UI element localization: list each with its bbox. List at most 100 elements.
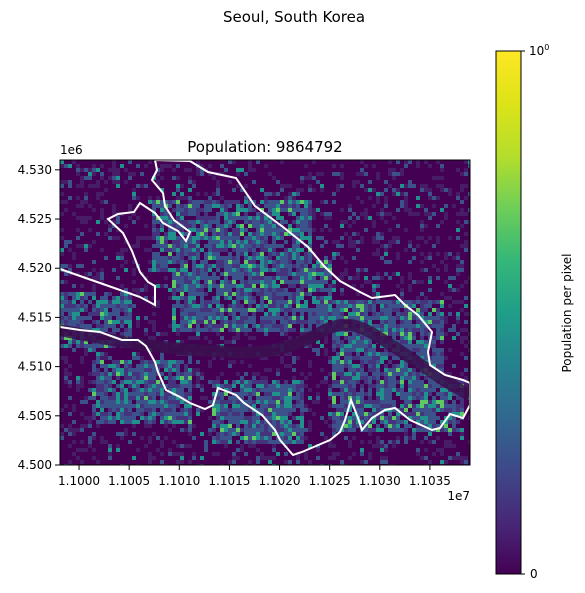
heatmap-cell	[264, 220, 268, 224]
heatmap-cell	[88, 396, 92, 400]
heatmap-cell	[248, 256, 252, 260]
heatmap-cell	[296, 404, 300, 408]
heatmap-cell	[316, 312, 320, 316]
heatmap-cell	[332, 344, 336, 348]
heatmap-cell	[96, 424, 100, 428]
heatmap-cell	[280, 428, 284, 432]
heatmap-cell	[440, 328, 444, 332]
heatmap-cell	[272, 412, 276, 416]
heatmap-cell	[296, 296, 300, 300]
heatmap-cell	[272, 192, 276, 196]
heatmap-cell	[164, 408, 168, 412]
heatmap-cell	[308, 324, 312, 328]
heatmap-cell	[280, 220, 284, 224]
heatmap-cell	[384, 356, 388, 360]
heatmap-cell	[372, 224, 376, 228]
heatmap-cell	[384, 260, 388, 264]
heatmap-cell	[368, 412, 372, 416]
heatmap-cell	[352, 436, 356, 440]
heatmap-cell	[228, 180, 232, 184]
heatmap-cell	[324, 272, 328, 276]
heatmap-cell	[456, 428, 460, 432]
heatmap-cell	[436, 404, 440, 408]
heatmap-cell	[428, 440, 432, 444]
heatmap-cell	[396, 440, 400, 444]
heatmap-cell	[152, 304, 156, 308]
heatmap-cell	[264, 236, 268, 240]
heatmap-cell	[180, 408, 184, 412]
heatmap-cell	[104, 364, 108, 368]
heatmap-cell	[432, 308, 436, 312]
heatmap-cell	[108, 384, 112, 388]
heatmap-cell	[160, 212, 164, 216]
heatmap-cell	[444, 400, 448, 404]
heatmap-cell	[300, 180, 304, 184]
heatmap-cell	[152, 320, 156, 324]
heatmap-cell	[204, 216, 208, 220]
heatmap-cell	[380, 400, 384, 404]
heatmap-cell	[268, 320, 272, 324]
heatmap-cell	[264, 260, 268, 264]
heatmap-cell	[232, 228, 236, 232]
heatmap-cell	[184, 268, 188, 272]
heatmap-cell	[460, 184, 464, 188]
heatmap-cell	[68, 460, 72, 464]
heatmap-cell	[396, 416, 400, 420]
heatmap-cell	[232, 324, 236, 328]
heatmap-cell	[180, 276, 184, 280]
heatmap-cell	[260, 420, 264, 424]
heatmap-cell	[232, 260, 236, 264]
heatmap-cell	[80, 180, 84, 184]
heatmap-cell	[156, 220, 160, 224]
heatmap-cell	[168, 268, 172, 272]
heatmap-cell	[184, 392, 188, 396]
heatmap-cell	[228, 308, 232, 312]
heatmap-cell	[416, 396, 420, 400]
heatmap-cell	[360, 376, 364, 380]
heatmap-cell	[428, 236, 432, 240]
heatmap-cell	[424, 456, 428, 460]
heatmap-cell	[340, 364, 344, 368]
heatmap-cell	[64, 296, 68, 300]
heatmap-cell	[224, 264, 228, 268]
heatmap-cell	[68, 344, 72, 348]
heatmap-cell	[300, 220, 304, 224]
heatmap-cell	[388, 160, 392, 164]
heatmap-cell	[292, 208, 296, 212]
heatmap-cell	[216, 268, 220, 272]
heatmap-cell	[284, 308, 288, 312]
heatmap-cell	[96, 460, 100, 464]
heatmap-cell	[412, 392, 416, 396]
heatmap-cell	[84, 176, 88, 180]
heatmap-cell	[120, 324, 124, 328]
heatmap-cell	[236, 300, 240, 304]
heatmap-cell	[460, 380, 464, 384]
heatmap-cell	[328, 292, 332, 296]
heatmap-cell	[200, 216, 204, 220]
heatmap-cell	[204, 208, 208, 212]
heatmap-cell	[168, 448, 172, 452]
heatmap-cell	[368, 188, 372, 192]
heatmap-cell	[224, 212, 228, 216]
heatmap-cell	[464, 336, 468, 340]
heatmap-cell	[192, 240, 196, 244]
heatmap-cell	[164, 268, 168, 272]
heatmap-cell	[396, 392, 400, 396]
heatmap-cell	[216, 236, 220, 240]
heatmap-cell	[196, 228, 200, 232]
heatmap-cell	[336, 336, 340, 340]
heatmap-cell	[440, 408, 444, 412]
heatmap-cell	[220, 404, 224, 408]
heatmap-cell	[244, 288, 248, 292]
heatmap-cell	[180, 260, 184, 264]
heatmap-cell	[272, 316, 276, 320]
heatmap-cell	[464, 244, 468, 248]
heatmap-cell	[64, 316, 68, 320]
heatmap-cell	[436, 356, 440, 360]
heatmap-cell	[360, 184, 364, 188]
heatmap-cell	[404, 248, 408, 252]
heatmap-cell	[276, 324, 280, 328]
heatmap-cell	[232, 240, 236, 244]
heatmap-cell	[308, 208, 312, 212]
heatmap-cell	[160, 408, 164, 412]
